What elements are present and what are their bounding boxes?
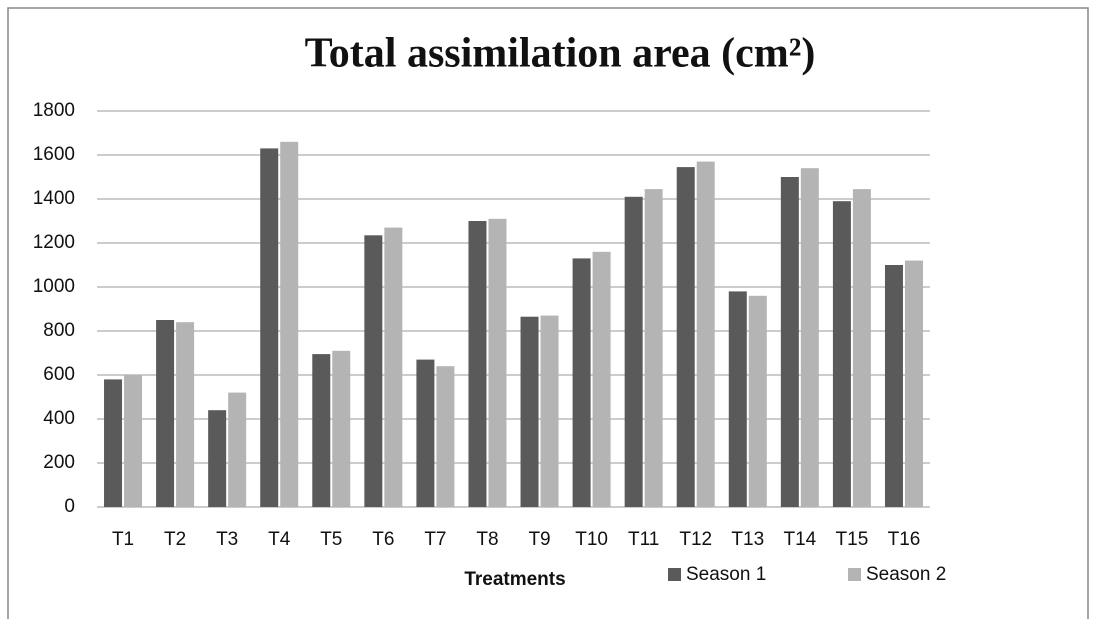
x-tick-label: T16: [888, 529, 921, 550]
x-tick-label: T13: [731, 529, 764, 550]
y-tick-label: 1000: [33, 276, 75, 297]
bar: [312, 354, 331, 507]
legend-swatch: [848, 568, 861, 581]
bar: [696, 161, 715, 507]
y-tick-label: 200: [43, 452, 75, 473]
x-tick-label: T15: [836, 529, 869, 550]
y-tick-label: 1600: [33, 144, 75, 165]
bar: [520, 316, 539, 507]
y-tick-label: 1400: [33, 188, 75, 209]
bar: [644, 189, 663, 507]
x-tick-label: T8: [476, 529, 498, 550]
y-tick-label: 400: [43, 408, 75, 429]
bar: [832, 201, 851, 507]
legend-label: Season 2: [866, 564, 946, 585]
chart-frame: [7, 7, 1089, 619]
bar: [592, 251, 611, 507]
legend-label: Season 1: [686, 564, 766, 585]
x-tick-label: T6: [372, 529, 394, 550]
x-tick-label: T2: [164, 529, 186, 550]
bar: [728, 291, 747, 507]
bar: [884, 265, 903, 507]
bar: [748, 295, 767, 507]
x-tick-label: T9: [528, 529, 550, 550]
bar: [332, 350, 351, 507]
bar: [364, 235, 383, 508]
x-tick-label: T10: [575, 529, 608, 550]
bar: [104, 379, 123, 507]
x-tick-label: T4: [268, 529, 291, 550]
bar: [416, 359, 435, 507]
x-tick-label: T5: [320, 529, 342, 550]
bar: [280, 141, 299, 508]
bar: [488, 218, 507, 508]
x-axis-label: Treatments: [464, 569, 565, 590]
bar: [676, 167, 695, 507]
x-tick-label: T3: [216, 529, 238, 550]
bar: [384, 227, 403, 507]
bar: [176, 322, 195, 507]
x-tick-label: T12: [679, 529, 712, 550]
bar: [572, 258, 591, 507]
x-tick-label: T14: [783, 529, 816, 550]
bar: [624, 196, 643, 508]
y-tick-label: 1200: [33, 232, 75, 253]
x-tick-label: T11: [628, 529, 659, 550]
bar: [436, 366, 455, 507]
x-tick-label: T1: [112, 529, 134, 550]
y-tick-label: 1800: [33, 100, 75, 121]
y-tick-label: 600: [43, 364, 75, 385]
bar: [260, 148, 279, 507]
bar: [468, 221, 487, 507]
bar: [124, 375, 143, 507]
bar: [852, 189, 871, 507]
legend-swatch: [668, 568, 681, 581]
x-tick-label: T7: [424, 529, 446, 550]
bar: [228, 392, 247, 507]
bar: [156, 320, 175, 507]
bar: [780, 177, 799, 507]
chart-title: Total assimilation area (cm²): [305, 31, 816, 77]
bar: [540, 315, 559, 507]
y-tick-label: 0: [64, 496, 75, 517]
bar: [208, 410, 227, 507]
bar: [904, 260, 923, 507]
bar: [800, 168, 819, 507]
y-tick-label: 800: [43, 320, 75, 341]
